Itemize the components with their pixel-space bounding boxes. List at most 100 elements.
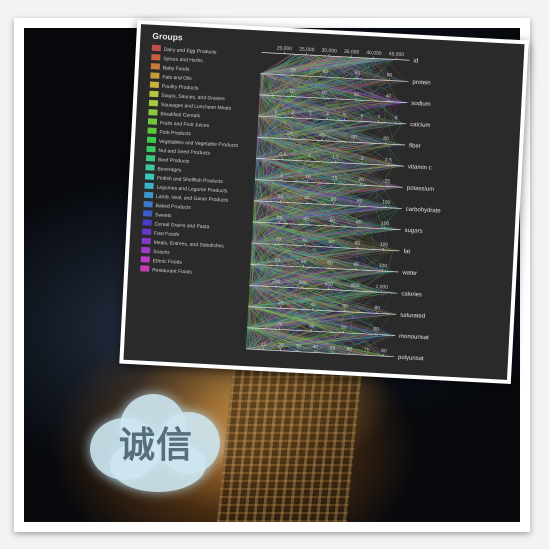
tick-label: 80 — [386, 72, 392, 78]
tick-label: 1 — [274, 109, 277, 115]
tick-label: 60 — [341, 325, 347, 331]
legend-item-label: Fats and Oils — [162, 74, 192, 82]
axis-line — [246, 348, 395, 358]
tick-label: 600 — [325, 281, 334, 287]
tick-label: 80 — [373, 326, 379, 332]
tick-label: 20,000 — [277, 45, 293, 52]
legend-title: Groups — [152, 31, 183, 43]
tick-label: 15 — [332, 176, 338, 182]
legend-item-label: Meals, Entrees, and Sidedishes — [153, 240, 224, 250]
legend-item-label: Sausages and Luncheon Meats — [161, 102, 232, 112]
legend-item-label: Baby Foods — [163, 65, 190, 72]
tick-label: 10 — [289, 88, 295, 94]
axis-label: calcium — [410, 122, 431, 129]
tick-label: 1.5 — [332, 154, 339, 160]
tick-label: 40 — [303, 217, 309, 223]
legend-swatch — [151, 44, 161, 52]
lit-building — [215, 368, 363, 522]
axis-label: sugars — [404, 228, 422, 235]
legend-swatch — [141, 237, 151, 245]
tick-label: 20 — [278, 343, 284, 349]
tick-label: 20 — [278, 194, 284, 200]
legend-swatch — [142, 219, 152, 226]
legend-item-label: Beef Products — [158, 157, 190, 165]
tick-label: 80 — [381, 348, 387, 354]
legend-swatch — [146, 136, 157, 144]
tick-label: 25 — [384, 178, 390, 184]
legend-swatch — [140, 256, 150, 263]
legend-swatch — [148, 99, 159, 107]
tick-label: 80 — [374, 305, 380, 311]
legend-swatch — [143, 200, 153, 208]
tick-label: 100 — [380, 242, 389, 248]
tick-label: 40 — [322, 69, 328, 75]
axis-line — [251, 242, 400, 252]
legend-swatch — [143, 210, 153, 217]
legend-item-label: Pork Products — [159, 130, 191, 138]
tick-label: 0.5 — [279, 152, 286, 158]
axis-line — [247, 327, 396, 336]
legend-item-label: Sweets — [155, 212, 172, 219]
legend-swatch — [148, 109, 158, 116]
axis-label: monounsat — [399, 334, 429, 342]
legend-swatch — [150, 63, 161, 70]
tick-label: 80 — [383, 136, 389, 142]
tick-label: 30,000 — [321, 48, 337, 55]
tick-label: 60 — [354, 71, 360, 77]
axis-line — [258, 115, 407, 125]
legend-swatch — [151, 53, 161, 61]
legend-swatch — [141, 246, 151, 254]
legend-swatch — [149, 90, 159, 98]
tick-label: 20 — [321, 90, 327, 96]
legend-item-label: Lamb, Veal, and Game Products — [156, 194, 229, 204]
legend-swatch — [147, 127, 157, 134]
axis-line — [260, 73, 409, 82]
tick-label: 100 — [382, 199, 391, 205]
axis-line — [249, 285, 398, 294]
axis-line — [248, 306, 397, 315]
tick-label: 40 — [319, 132, 325, 138]
tick-label: 1 — [308, 153, 311, 159]
axis-line — [255, 179, 403, 188]
tick-label: 100 — [381, 221, 390, 227]
tick-label: 2.5 — [385, 157, 392, 163]
tick-label: 40,000 — [366, 50, 382, 57]
axis-label: protein — [412, 80, 431, 87]
tick-label: 40 — [385, 93, 391, 99]
cloud-puff — [110, 438, 206, 492]
tick-label: 40 — [310, 302, 316, 308]
axis-label: id — [413, 58, 418, 64]
legend-item-label: Nut and Seed Products — [158, 148, 210, 157]
tick-label: 400 — [298, 280, 307, 286]
tick-label: 200 — [272, 279, 281, 285]
axis-line — [257, 136, 406, 146]
tick-label: 60 — [330, 197, 336, 203]
tick-label: 8 — [395, 115, 398, 121]
chart-card: 20,000 25,000 30,000 35,000 40,000 45,000 id 20… — [119, 19, 529, 385]
tick-label: 40 — [312, 344, 318, 350]
tick-label: 30 — [353, 92, 359, 98]
tick-label: 60 — [342, 304, 348, 310]
tick-label: 60 — [327, 260, 333, 266]
tick-label: 70 — [364, 347, 370, 353]
parallel-coordinates-chart: 20,000 25,000 30,000 35,000 40,000 45,000 id 20… — [123, 24, 525, 380]
legend-item-label: Breakfast Cereals — [160, 111, 200, 119]
axis-label: calories — [401, 291, 422, 298]
tick-label: 25,000 — [299, 46, 315, 53]
tick-label: 80 — [357, 198, 363, 204]
axis-line — [261, 52, 410, 61]
chart-svg: 20,000 25,000 30,000 35,000 40,000 45,000id20… — [140, 31, 442, 362]
tick-label: 30 — [295, 343, 301, 349]
tick-label: 20 — [274, 257, 280, 263]
legend-swatch — [150, 72, 160, 79]
tick-label: 60 — [328, 239, 334, 245]
tick-label: 20 — [278, 300, 284, 306]
data-line — [247, 54, 400, 355]
legend-item-label: Restaurant Foods — [152, 267, 193, 275]
tick-label: 60 — [329, 218, 335, 224]
axis-line — [259, 94, 408, 103]
tick-label: 50 — [329, 345, 335, 351]
tick-label: 2 — [360, 156, 363, 162]
legend-swatch — [145, 155, 156, 162]
tick-label: 1,000 — [375, 284, 388, 291]
